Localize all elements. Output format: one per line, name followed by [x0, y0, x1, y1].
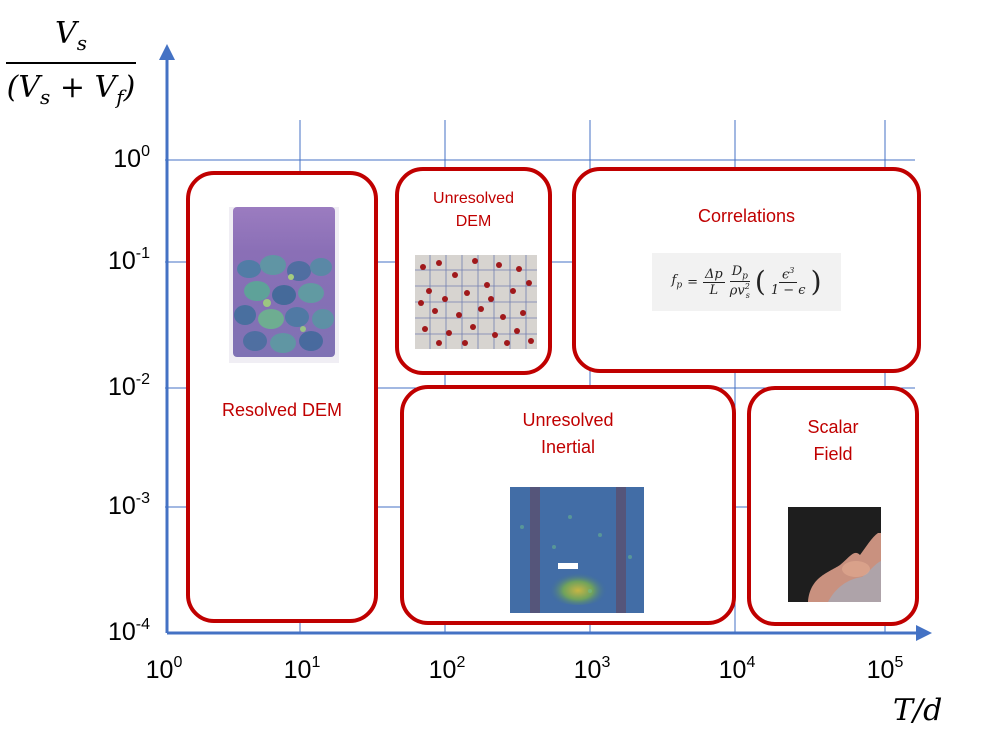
y-title-numerator: V: [55, 16, 77, 51]
eq-frac2-den-sub: s: [745, 291, 750, 301]
unresolved-inertial-image: [510, 487, 644, 613]
drag-equation: fp = Δp L Dp ρv2s ( ϵ3 1 − ϵ ): [652, 253, 841, 311]
eq-frac2-num: D: [731, 263, 743, 279]
y-title-den-close: ): [123, 70, 136, 105]
eq-frac1-den: L: [709, 282, 719, 298]
eq-frac2-den: ρv: [729, 283, 745, 299]
region-scalar-field: Scalar Field: [747, 386, 919, 626]
y-title-den-sub2: f: [116, 85, 124, 109]
region-unresolved-dem: Unresolved DEM: [395, 167, 552, 375]
eq-frac1: Δp L: [702, 266, 725, 298]
eq-frac3-num: ϵ: [782, 267, 790, 283]
y-title-fraction-bar: [6, 62, 136, 64]
eq-frac3: ϵ3 1 − ϵ: [771, 266, 806, 298]
unresolved-dem-image: [415, 255, 537, 349]
eq-frac2-num-sub: p: [742, 271, 748, 282]
x-tick-2: 102: [428, 654, 466, 684]
eq-frac1-num: Δp: [702, 266, 725, 283]
x-tick-4: 104: [718, 654, 756, 684]
y-axis-title: Vs (Vs + Vf): [0, 14, 142, 124]
x-tick-5: 105: [866, 654, 904, 684]
y-axis-arrow: [159, 44, 175, 60]
y-tick-4: 10-4: [107, 616, 150, 646]
y-tick-2: 10-2: [107, 371, 150, 401]
x-axis-arrow: [916, 625, 932, 641]
eq-equals: =: [687, 274, 698, 290]
x-axis-title: T/d: [893, 693, 943, 728]
region-resolved-dem: Resolved DEM: [186, 171, 378, 623]
x-tick-1: 101: [283, 654, 321, 684]
eq-lhs: f: [671, 273, 677, 289]
correlations-label: Correlations: [697, 206, 796, 226]
eq-lhs-sub: p: [676, 280, 683, 291]
y-title-den-sub1: s: [40, 85, 51, 109]
resolved-dem-label: Resolved DEM: [221, 400, 343, 420]
eq-frac2-den-sup: 2: [744, 282, 750, 292]
x-tick-0: 100: [145, 654, 183, 684]
eq-frac3-den: 1 − ϵ: [770, 283, 806, 299]
unresolved-inertial-label: Unresolved Inertial: [522, 410, 614, 457]
y-tick-0: 100: [113, 143, 150, 173]
scalar-field-image: [788, 507, 881, 602]
region-unresolved-inertial: Unresolved Inertial: [400, 385, 736, 625]
eq-frac3-num-sup: 3: [789, 265, 795, 275]
y-tick-1: 10-1: [107, 245, 150, 275]
eq-frac2: Dp ρv2s: [729, 263, 750, 301]
y-tick-3: 10-3: [107, 490, 150, 520]
region-correlations: Correlations fp = Δp L Dp ρv2s ( ϵ3 1 − …: [572, 167, 921, 373]
resolved-dem-image: [229, 207, 339, 363]
y-title-den-open: (V: [6, 70, 41, 105]
y-title-numerator-sub: s: [76, 31, 87, 55]
eq-paren-open: (: [754, 265, 766, 298]
eq-paren-close: ): [810, 265, 822, 298]
scalar-field-label: Scalar Field: [807, 417, 859, 464]
unresolved-dem-label: Unresolved DEM: [433, 190, 514, 231]
y-title-den-plus: + V: [50, 70, 117, 105]
x-tick-3: 103: [573, 654, 611, 684]
